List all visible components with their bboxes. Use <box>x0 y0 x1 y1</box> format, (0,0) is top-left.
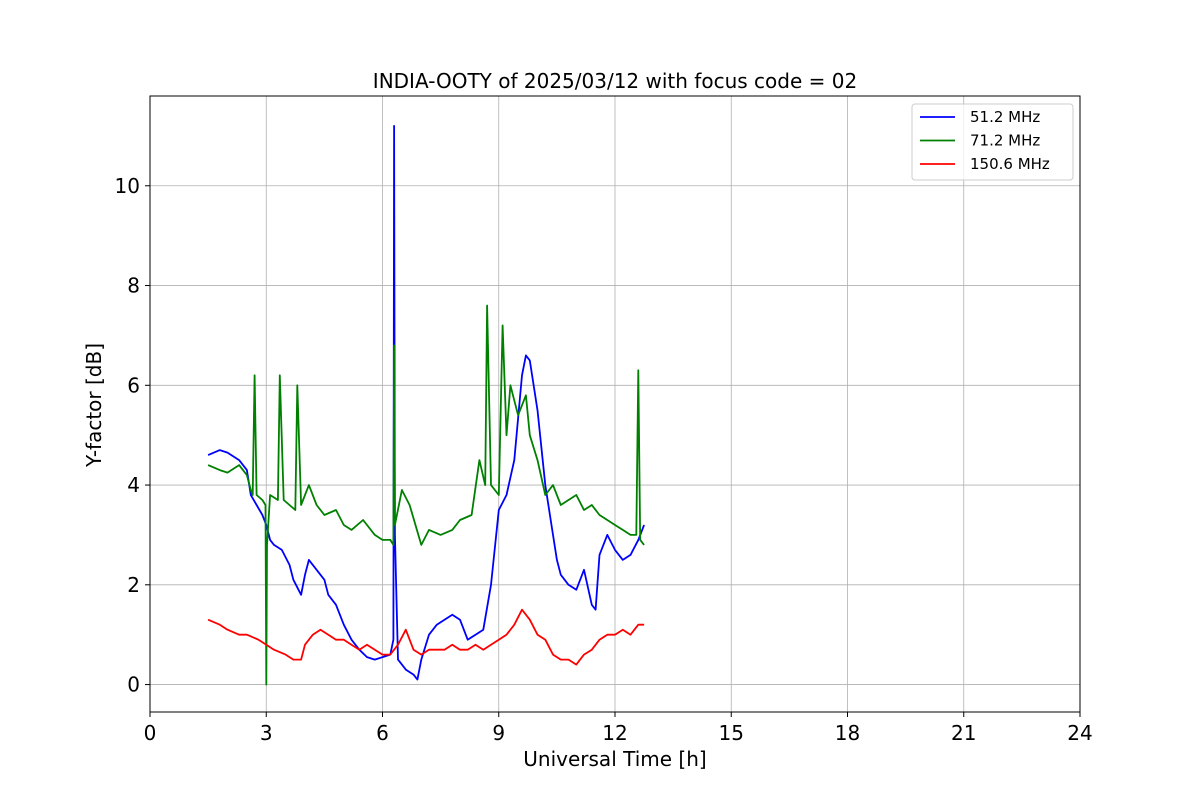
x-tick-label: 15 <box>719 721 744 745</box>
x-axis-label: Universal Time [h] <box>523 747 706 771</box>
chart-title: INDIA-OOTY of 2025/03/12 with focus code… <box>373 69 857 93</box>
x-tick-label: 18 <box>835 721 860 745</box>
x-tick-label: 6 <box>376 721 389 745</box>
legend-label-51-2-mhz: 51.2 MHz <box>970 108 1040 126</box>
x-tick-label: 3 <box>260 721 273 745</box>
x-tick-label: 21 <box>951 721 976 745</box>
x-tick-label: 12 <box>602 721 627 745</box>
series-line-150-6-mhz <box>207 608 645 666</box>
y-tick-label: 8 <box>127 274 140 298</box>
legend: 51.2 MHz 71.2 MHz 150.6 MHz <box>911 103 1074 181</box>
y-axis-ticks: 0 2 4 6 8 10 <box>115 174 150 697</box>
x-axis-ticks: 0 3 6 9 12 15 18 21 24 <box>144 712 1093 745</box>
y-tick-label: 2 <box>127 573 140 597</box>
series-line-51-2-mhz <box>207 125 645 681</box>
series-layer <box>207 125 645 686</box>
y-tick-label: 4 <box>127 473 140 497</box>
y-axis-label: Y-factor [dB] <box>82 343 106 468</box>
x-tick-label: 9 <box>492 721 505 745</box>
legend-box <box>911 103 1074 181</box>
y-tick-label: 6 <box>127 373 140 397</box>
x-tick-label: 0 <box>144 721 157 745</box>
y-tick-label: 10 <box>115 174 140 198</box>
legend-label-150-6-mhz: 150.6 MHz <box>970 155 1050 173</box>
y-tick-label: 0 <box>127 673 140 697</box>
series-line-71-2-mhz <box>207 304 645 686</box>
legend-label-71-2-mhz: 71.2 MHz <box>970 132 1040 150</box>
x-tick-label: 24 <box>1067 721 1092 745</box>
